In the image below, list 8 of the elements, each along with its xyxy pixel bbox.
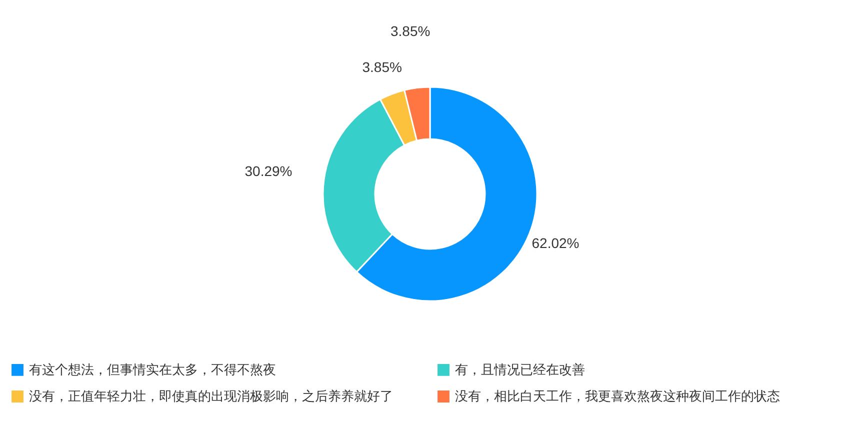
data-label: 62.02% — [532, 234, 580, 251]
data-label: 3.85% — [362, 58, 402, 75]
data-label: 30.29% — [244, 162, 292, 179]
legend-label: 没有，相比白天工作，我更喜欢熬夜这种夜间工作的状态 — [455, 388, 780, 404]
legend-label: 没有，正值年轻力壮，即使真的出现消极影响，之后养养就好了 — [29, 388, 393, 404]
legend-label: 有，且情况已经在改善 — [455, 362, 585, 377]
legend-label: 有这个想法，但事情实在太多，不得不熬夜 — [29, 362, 276, 377]
data-label: 3.85% — [390, 23, 430, 40]
